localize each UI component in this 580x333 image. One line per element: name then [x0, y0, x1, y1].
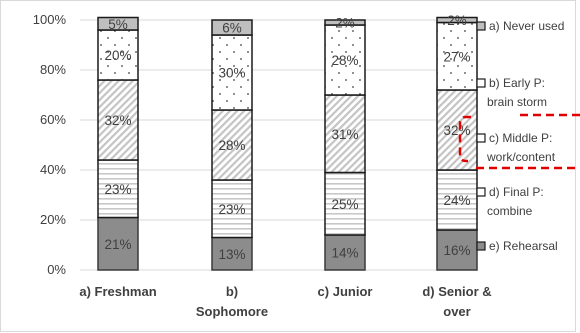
- y-tick-label: 40%: [40, 162, 66, 177]
- legend-entry: a) Never used: [489, 19, 564, 33]
- data-label: 27%: [443, 49, 470, 64]
- data-label: 21%: [104, 237, 131, 252]
- y-tick-label: 20%: [40, 212, 66, 227]
- y-tick-label: 80%: [40, 62, 66, 77]
- bar-segment-b-early-p-brain-storm-2: [211, 34, 253, 111]
- data-label: 16%: [443, 243, 470, 258]
- data-label: 23%: [218, 202, 245, 217]
- segment-data-labels: 21% 23% 32% 20% 5% 13% 23% 28% 30% 6% 14% 25% 31% 28%…: [104, 13, 470, 262]
- y-tick-label: 60%: [40, 112, 66, 127]
- legend-swatch: [476, 78, 486, 88]
- data-label: 20%: [104, 48, 131, 63]
- y-tick-label: 100%: [33, 12, 67, 27]
- legend: a) Never used b) Early P: brain storm c) Mi…: [476, 19, 564, 253]
- x-category-label: d) Senior & over: [422, 284, 491, 319]
- bar-segment-d-final-p-combine-2: [211, 179, 253, 239]
- data-label: 13%: [218, 247, 245, 262]
- bar-segment-e-rehearsal-4: [436, 229, 478, 271]
- x-category-label: b) Sophomore: [196, 284, 268, 319]
- data-label: 25%: [331, 197, 358, 212]
- data-label: 14%: [331, 246, 358, 261]
- legend-swatch: [476, 241, 486, 251]
- bar-segment-a-never-used-1: [97, 16, 139, 31]
- bars: [97, 16, 478, 271]
- data-label: 32%: [443, 123, 470, 138]
- legend-swatch: [476, 187, 486, 197]
- legend-entry: d) Final P: combine: [487, 185, 544, 218]
- data-label: 2%: [335, 16, 355, 31]
- data-label: 28%: [331, 53, 358, 68]
- data-label: 28%: [218, 138, 245, 153]
- bar-segment-c-middle-p-work-content-3: [324, 94, 366, 174]
- y-tick-label: 0%: [47, 262, 66, 277]
- legend-swatch: [476, 21, 486, 31]
- data-label: 23%: [104, 182, 131, 197]
- bar-segment-a-never-used-4: [436, 16, 478, 24]
- x-axis-category-labels: a) Freshman b) Sophomore c) Junior d) Senior…: [79, 284, 491, 319]
- data-label: 6%: [222, 21, 242, 36]
- data-label: 24%: [443, 193, 470, 208]
- x-category-label: a) Freshman: [79, 284, 156, 299]
- bar-segment-b-early-p-brain-storm-4: [436, 21, 478, 91]
- data-label: 32%: [104, 113, 131, 128]
- bar-segment-d-final-p-combine-4: [436, 169, 478, 231]
- legend-entry: c) Middle P: work/content: [486, 131, 556, 164]
- bar-segment-c-middle-p-work-content-1: [97, 79, 139, 161]
- legend-entry: e) Rehearsal: [489, 239, 558, 253]
- bar-segment-b-early-p-brain-storm-3: [324, 24, 366, 96]
- data-label: 31%: [331, 127, 358, 142]
- bar-segment-a-never-used-2: [211, 19, 253, 36]
- x-category-label: c) Junior: [318, 284, 373, 299]
- bar-segment-d-final-p-combine-1: [97, 159, 139, 219]
- data-label: 30%: [218, 66, 245, 81]
- data-label: 5%: [108, 17, 128, 32]
- legend-entry: b) Early P: brain storm: [487, 76, 547, 109]
- bar-segment-d-final-p-combine-3: [324, 171, 366, 236]
- data-label: 2%: [447, 13, 467, 28]
- highlight-dashed-box: [458, 113, 580, 170]
- highlight-box: [458, 113, 580, 170]
- legend-swatch: [476, 133, 486, 143]
- bar-segment-c-middle-p-work-content-4: [436, 89, 478, 171]
- y-axis-tick-labels: 0% 20% 40% 60% 80% 100%: [33, 12, 67, 277]
- bar-segment-a-never-used-3: [324, 19, 366, 26]
